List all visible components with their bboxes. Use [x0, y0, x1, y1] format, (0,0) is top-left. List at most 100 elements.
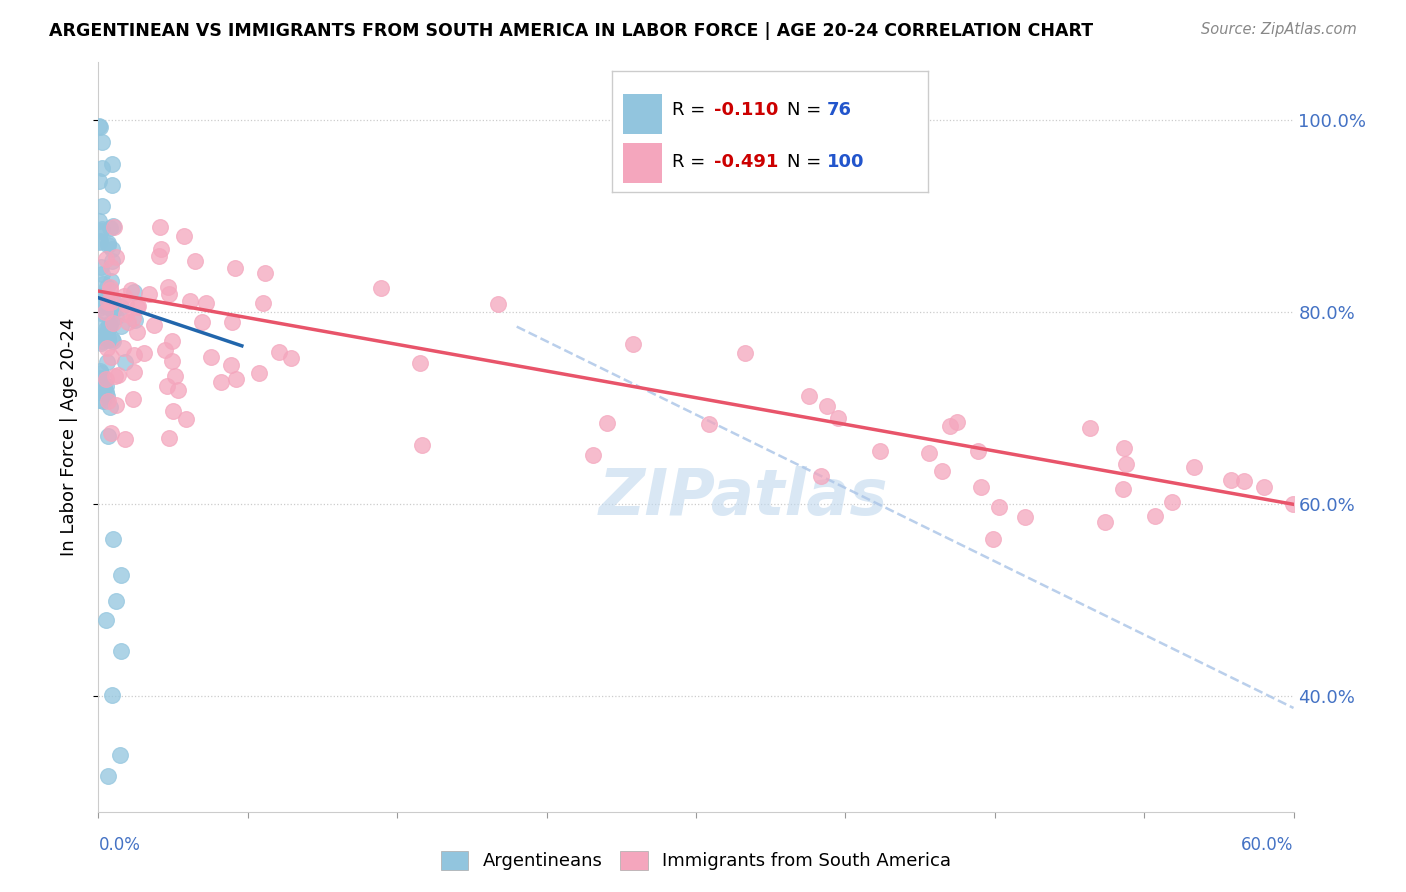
Point — [91, 394, 114, 409]
Point — [103, 369, 125, 384]
Point — [221, 315, 243, 329]
Point — [101, 688, 124, 702]
Point — [89, 364, 111, 378]
Point — [101, 532, 124, 546]
Point — [1184, 460, 1206, 475]
Point — [89, 234, 111, 248]
Point — [100, 260, 122, 275]
Point — [91, 377, 114, 392]
Text: 76: 76 — [827, 101, 852, 119]
Point — [90, 289, 112, 303]
Point — [97, 317, 120, 331]
Point — [90, 336, 112, 351]
Point — [101, 242, 124, 256]
Point — [734, 346, 756, 360]
Point — [142, 318, 165, 333]
Point — [224, 260, 246, 275]
Point — [1080, 420, 1102, 434]
Point — [408, 356, 430, 370]
Point — [97, 428, 120, 442]
Point — [125, 325, 148, 339]
Point — [101, 304, 124, 318]
Point — [101, 334, 124, 348]
Point — [97, 769, 120, 783]
Point — [1094, 515, 1116, 529]
Text: 60.0%: 60.0% — [1241, 836, 1294, 854]
Point — [100, 426, 122, 441]
Point — [945, 415, 967, 429]
Point — [112, 289, 135, 303]
Point — [90, 224, 112, 238]
Point — [101, 302, 124, 317]
Point — [160, 354, 183, 368]
Point — [987, 500, 1010, 514]
Point — [179, 293, 201, 308]
Point — [970, 480, 993, 494]
Point — [1143, 509, 1166, 524]
Point — [621, 336, 644, 351]
Point — [110, 747, 132, 762]
Point — [1219, 473, 1241, 487]
Point — [411, 437, 433, 451]
Point — [87, 214, 110, 228]
Text: R =: R = — [672, 101, 711, 119]
Point — [90, 199, 112, 213]
Point — [110, 319, 132, 334]
Point — [89, 119, 111, 133]
Point — [162, 403, 184, 417]
Point — [827, 411, 849, 425]
Point — [98, 283, 121, 297]
Point — [98, 280, 121, 294]
Point — [100, 350, 122, 364]
Point — [1233, 474, 1256, 488]
Point — [280, 351, 302, 365]
Point — [97, 294, 120, 309]
Point — [122, 285, 145, 299]
Point — [91, 277, 114, 292]
Text: -0.491: -0.491 — [714, 153, 779, 171]
Point — [121, 311, 143, 326]
Point — [89, 380, 111, 394]
Point — [1112, 482, 1135, 496]
Point — [90, 370, 112, 384]
Point — [90, 222, 112, 236]
Point — [98, 301, 121, 315]
Text: N =: N = — [787, 153, 827, 171]
Point — [94, 322, 117, 336]
Point — [1114, 442, 1136, 456]
Point — [967, 443, 990, 458]
Point — [90, 318, 112, 333]
Point — [1014, 510, 1036, 524]
Point — [153, 343, 176, 357]
Point — [94, 613, 117, 627]
Text: Source: ZipAtlas.com: Source: ZipAtlas.com — [1201, 22, 1357, 37]
Text: ZIPatlas: ZIPatlas — [599, 466, 889, 528]
Point — [981, 533, 1004, 547]
Point — [869, 444, 891, 458]
Point — [100, 178, 122, 192]
Point — [98, 400, 121, 414]
Point — [120, 284, 142, 298]
Point — [87, 174, 110, 188]
Y-axis label: In Labor Force | Age 20-24: In Labor Force | Age 20-24 — [59, 318, 77, 557]
Text: ARGENTINEAN VS IMMIGRANTS FROM SOUTH AMERICA IN LABOR FORCE | AGE 20-24 CORRELAT: ARGENTINEAN VS IMMIGRANTS FROM SOUTH AME… — [49, 22, 1094, 40]
Point — [122, 365, 145, 379]
Point — [100, 295, 122, 310]
Point — [114, 354, 136, 368]
Point — [93, 379, 115, 393]
Point — [96, 385, 118, 400]
Point — [939, 418, 962, 433]
Point — [173, 228, 195, 243]
Point — [98, 220, 121, 235]
Point — [219, 358, 242, 372]
Point — [596, 417, 619, 431]
Point — [174, 411, 197, 425]
Point — [110, 300, 132, 314]
Point — [148, 249, 170, 263]
Legend: Argentineans, Immigrants from South America: Argentineans, Immigrants from South Amer… — [434, 844, 957, 878]
Point — [253, 267, 276, 281]
Text: R =: R = — [672, 153, 711, 171]
Point — [486, 296, 509, 310]
Point — [132, 346, 155, 360]
Point — [100, 254, 122, 268]
